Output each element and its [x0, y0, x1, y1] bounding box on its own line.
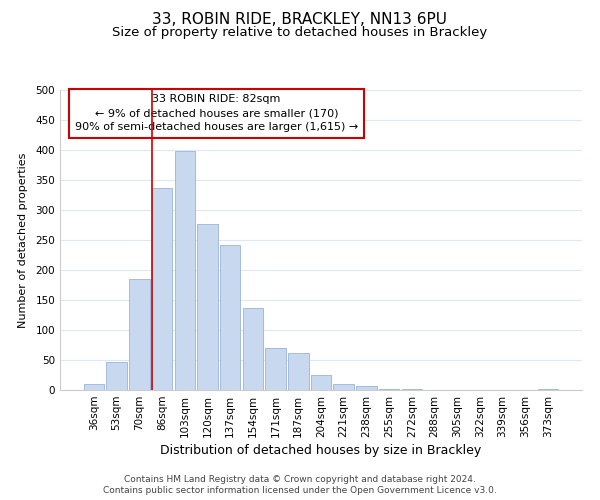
Bar: [288, 353, 308, 390]
Text: Contains public sector information licensed under the Open Government Licence v3: Contains public sector information licen…: [103, 486, 497, 495]
Bar: [356, 386, 377, 390]
Text: 33 ROBIN RIDE: 82sqm
← 9% of detached houses are smaller (170)
90% of semi-detac: 33 ROBIN RIDE: 82sqm ← 9% of detached ho…: [75, 94, 358, 132]
Bar: [379, 389, 400, 390]
Bar: [265, 348, 286, 390]
Text: Size of property relative to detached houses in Brackley: Size of property relative to detached ho…: [112, 26, 488, 39]
Bar: [84, 384, 104, 390]
Bar: [242, 308, 263, 390]
Bar: [311, 375, 331, 390]
Bar: [152, 188, 172, 390]
Bar: [197, 224, 218, 390]
Y-axis label: Number of detached properties: Number of detached properties: [19, 152, 28, 328]
Bar: [175, 151, 195, 390]
Bar: [106, 362, 127, 390]
Bar: [538, 389, 558, 390]
Bar: [129, 279, 149, 390]
Text: Contains HM Land Registry data © Crown copyright and database right 2024.: Contains HM Land Registry data © Crown c…: [124, 474, 476, 484]
Text: 33, ROBIN RIDE, BRACKLEY, NN13 6PU: 33, ROBIN RIDE, BRACKLEY, NN13 6PU: [152, 12, 448, 28]
X-axis label: Distribution of detached houses by size in Brackley: Distribution of detached houses by size …: [160, 444, 482, 457]
Bar: [220, 245, 241, 390]
Bar: [334, 384, 354, 390]
